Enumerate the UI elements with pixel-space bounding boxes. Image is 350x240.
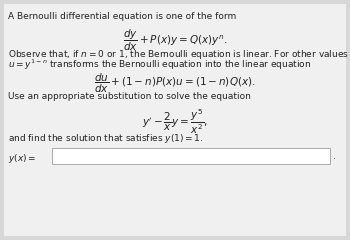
Text: $\dfrac{dy}{dx} + P(x)y = Q(x)y^n.$: $\dfrac{dy}{dx} + P(x)y = Q(x)y^n.$	[123, 28, 227, 53]
Text: A Bernoulli differential equation is one of the form: A Bernoulli differential equation is one…	[8, 12, 236, 21]
Text: and find the solution that satisfies $y(1) = 1$.: and find the solution that satisfies $y(…	[8, 132, 203, 145]
FancyBboxPatch shape	[52, 148, 330, 164]
Text: .: .	[333, 152, 336, 161]
Text: Observe that, if $n = 0$ or 1, the Bernoulli equation is linear. For other value: Observe that, if $n = 0$ or 1, the Berno…	[8, 48, 350, 61]
Text: $\dfrac{du}{dx} + (1-n)P(x)u = (1-n)Q(x).$: $\dfrac{du}{dx} + (1-n)P(x)u = (1-n)Q(x)…	[94, 72, 256, 95]
Text: Use an appropriate substitution to solve the equation: Use an appropriate substitution to solve…	[8, 92, 251, 101]
Text: $u = y^{1-n}$ transforms the Bernoulli equation into the linear equation: $u = y^{1-n}$ transforms the Bernoulli e…	[8, 58, 311, 72]
Text: $y' - \dfrac{2}{x}y = \dfrac{y^5}{x^2},$: $y' - \dfrac{2}{x}y = \dfrac{y^5}{x^2},$	[142, 107, 208, 136]
FancyBboxPatch shape	[4, 4, 346, 236]
Text: $y(x) =$: $y(x) =$	[8, 152, 36, 165]
